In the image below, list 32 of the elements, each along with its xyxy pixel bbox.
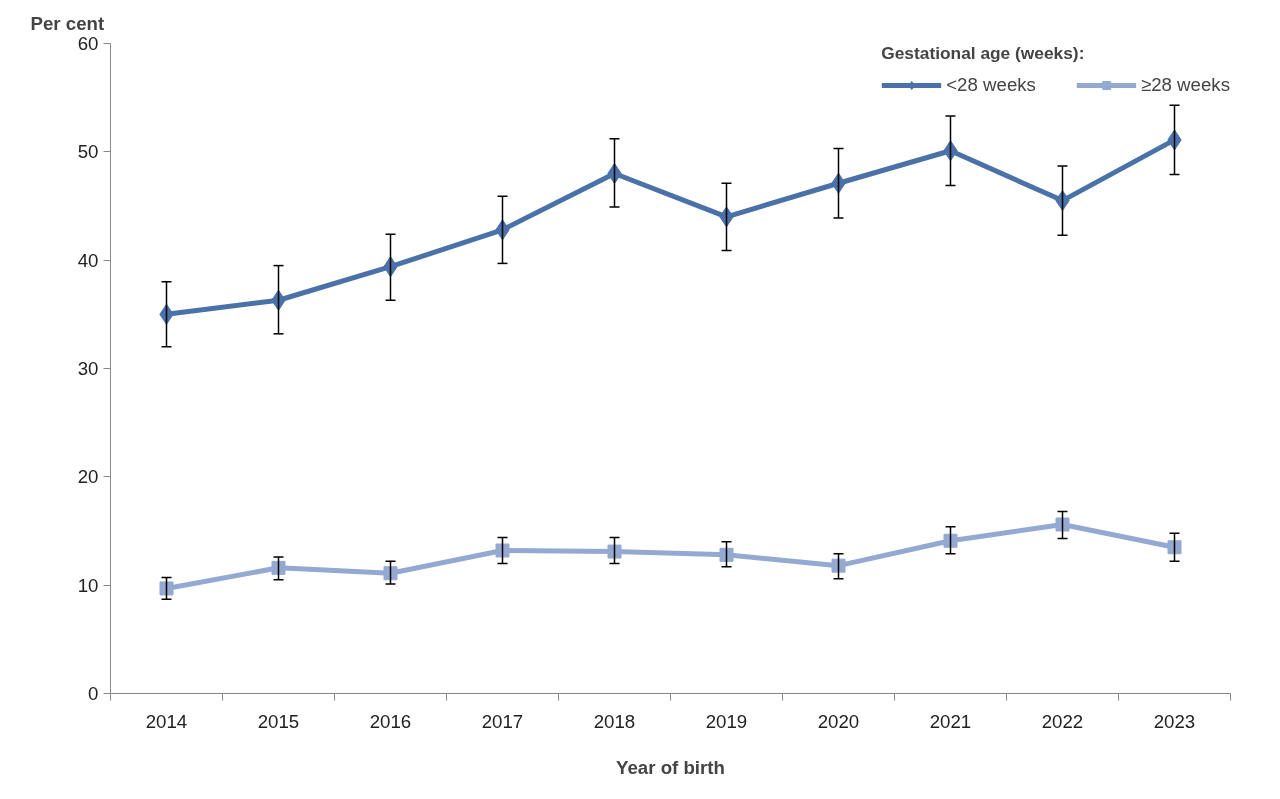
x-tick-label: 2018 bbox=[593, 710, 636, 732]
point bbox=[383, 566, 398, 581]
legend-label: <28 weeks bbox=[946, 74, 1036, 96]
point bbox=[831, 558, 846, 573]
y-tick-label: 30 bbox=[77, 358, 99, 379]
x-tick-label: 2016 bbox=[369, 710, 412, 732]
y-tick-label: 50 bbox=[77, 141, 99, 163]
x-axis-title: Year of birth bbox=[616, 756, 725, 778]
x-tick-label: 2017 bbox=[481, 710, 524, 732]
y-tick-label: 10 bbox=[77, 574, 99, 596]
y-tick-label: 40 bbox=[77, 249, 99, 271]
x-tick-label: 2020 bbox=[817, 710, 860, 732]
legend-label: ≥28 weeks bbox=[1140, 74, 1230, 96]
point bbox=[495, 543, 510, 558]
y-tick-label: 60 bbox=[77, 33, 99, 54]
legend-title: Gestational age (weeks): bbox=[881, 43, 1086, 64]
point bbox=[159, 581, 174, 596]
point bbox=[1055, 517, 1070, 532]
point bbox=[1167, 540, 1182, 555]
x-tick-label: 2023 bbox=[1153, 710, 1196, 732]
point bbox=[607, 544, 622, 559]
x-tick-label: 2015 bbox=[257, 710, 300, 732]
point bbox=[719, 547, 734, 562]
point bbox=[271, 560, 286, 575]
x-tick-label: 2022 bbox=[1041, 710, 1084, 732]
x-tick-label: 2014 bbox=[145, 710, 188, 732]
y-axis-title: Per cent bbox=[30, 12, 105, 34]
x-tick-label: 2021 bbox=[929, 710, 972, 732]
point bbox=[943, 533, 958, 548]
x-tick-label: 2019 bbox=[705, 710, 748, 732]
y-tick-label: 20 bbox=[77, 466, 99, 488]
y-tick-label: 0 bbox=[88, 683, 99, 704]
